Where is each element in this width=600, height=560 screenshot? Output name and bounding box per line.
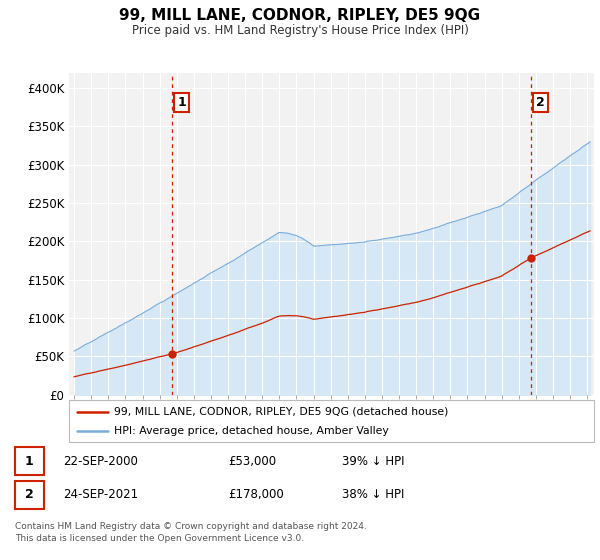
Text: HPI: Average price, detached house, Amber Valley: HPI: Average price, detached house, Ambe… (113, 426, 388, 436)
FancyBboxPatch shape (15, 481, 44, 508)
Text: 99, MILL LANE, CODNOR, RIPLEY, DE5 9QG: 99, MILL LANE, CODNOR, RIPLEY, DE5 9QG (119, 8, 481, 24)
FancyBboxPatch shape (15, 447, 44, 475)
Text: 1: 1 (177, 96, 186, 109)
Text: 22-SEP-2000: 22-SEP-2000 (63, 455, 138, 468)
Text: 99, MILL LANE, CODNOR, RIPLEY, DE5 9QG (detached house): 99, MILL LANE, CODNOR, RIPLEY, DE5 9QG (… (113, 407, 448, 417)
Text: 24-SEP-2021: 24-SEP-2021 (63, 488, 138, 501)
FancyBboxPatch shape (69, 400, 594, 442)
Text: 39% ↓ HPI: 39% ↓ HPI (342, 455, 404, 468)
Text: Contains HM Land Registry data © Crown copyright and database right 2024.
This d: Contains HM Land Registry data © Crown c… (15, 522, 367, 543)
Text: 2: 2 (25, 488, 34, 501)
Text: 38% ↓ HPI: 38% ↓ HPI (342, 488, 404, 501)
Text: Price paid vs. HM Land Registry's House Price Index (HPI): Price paid vs. HM Land Registry's House … (131, 24, 469, 36)
Text: £53,000: £53,000 (228, 455, 276, 468)
Text: 1: 1 (25, 455, 34, 468)
Text: £178,000: £178,000 (228, 488, 284, 501)
Text: 2: 2 (536, 96, 545, 109)
